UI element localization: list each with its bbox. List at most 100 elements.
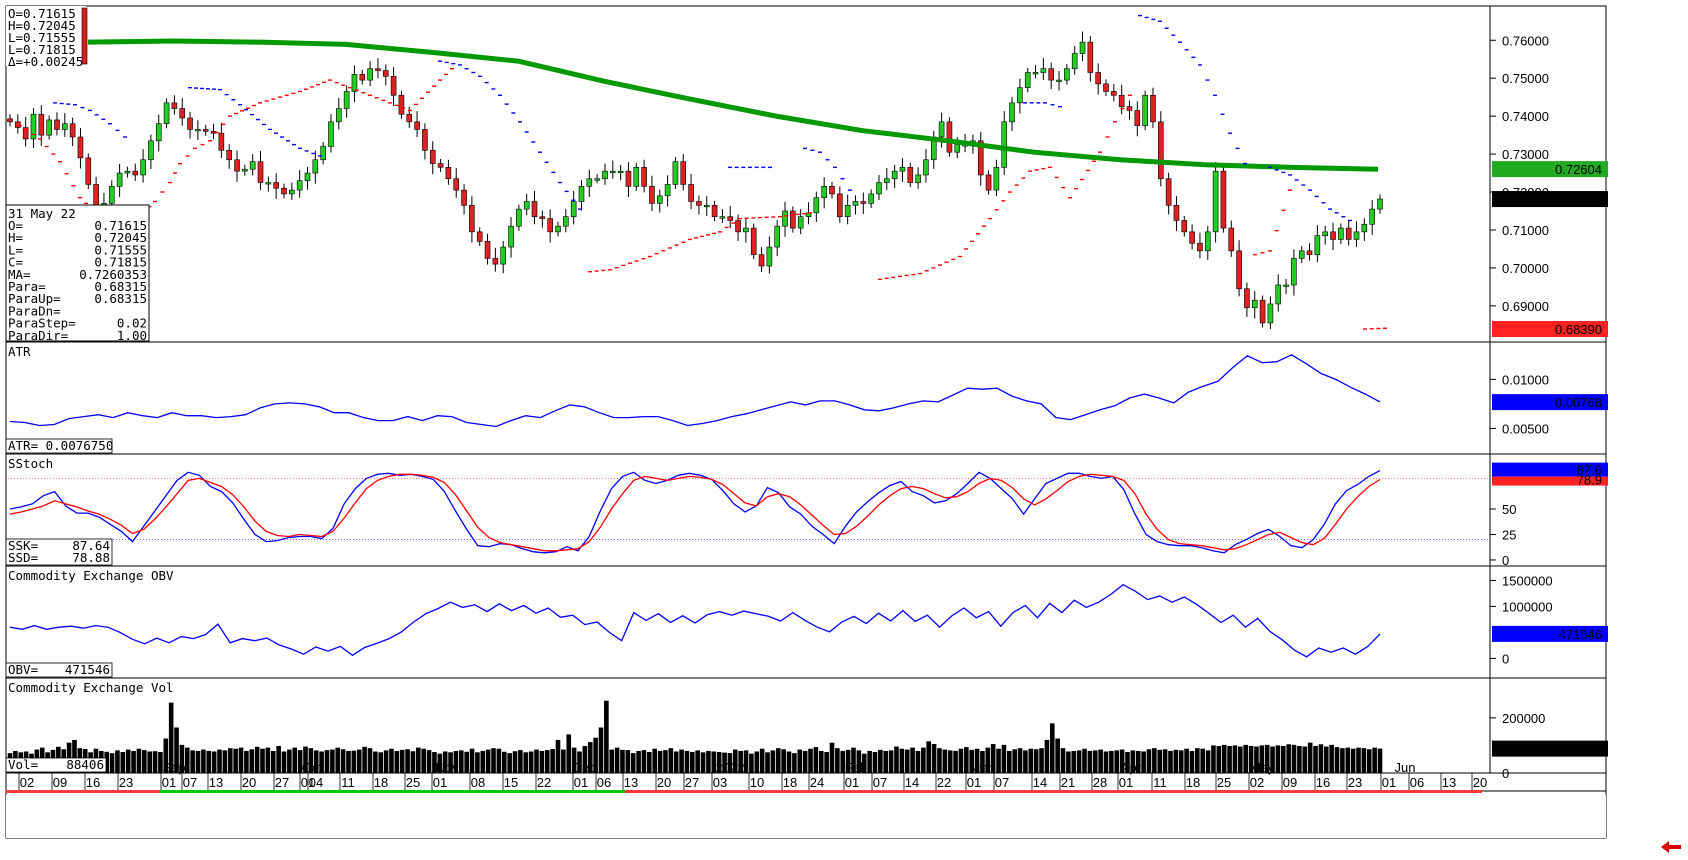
volume-bar	[270, 750, 276, 773]
candle-down	[1134, 110, 1141, 126]
volume-bar	[501, 751, 507, 773]
stoch-ytick-label: 0	[1502, 553, 1509, 568]
atr-last-label: 0.00768	[1555, 395, 1602, 410]
volume-bar	[432, 752, 437, 773]
date-axis-day-label: 13	[209, 775, 223, 790]
candle-down	[453, 178, 460, 191]
volume-bar	[722, 752, 727, 773]
sar-last-label-bg	[1492, 320, 1608, 337]
date-axis-month-label: Feb	[845, 760, 867, 775]
candle-up	[1291, 258, 1297, 286]
info-box	[5, 204, 150, 342]
volume-bar	[1114, 750, 1120, 773]
volume-bar	[894, 746, 899, 773]
candle-down	[1220, 170, 1227, 229]
date-axis-day-label: 27	[685, 775, 699, 790]
candle-down	[281, 187, 287, 195]
candle-down	[711, 205, 718, 217]
candle-up	[108, 186, 115, 204]
candle-down	[85, 157, 92, 185]
candle-up	[602, 170, 608, 180]
price-ytick-label: 0.75000	[1502, 71, 1549, 86]
candle-down	[1259, 299, 1266, 324]
volume-bar	[383, 750, 389, 773]
volume-bar	[426, 750, 432, 773]
scroll-bar-track[interactable]	[6, 790, 1482, 793]
candle-up	[289, 189, 295, 195]
volume-bar	[72, 739, 77, 773]
volume-bar	[491, 748, 496, 773]
volume-bar	[1125, 752, 1130, 773]
candle-down	[680, 161, 687, 185]
info-date: 31 May 22	[8, 206, 76, 221]
date-axis-day-label: 01	[1382, 775, 1396, 790]
volume-bar	[1146, 749, 1152, 773]
volume-bar	[813, 747, 819, 773]
volume-bar	[1302, 746, 1308, 773]
volume-bar	[985, 747, 991, 773]
volume-bar	[1275, 745, 1281, 773]
candle-down	[93, 184, 99, 206]
volume-bar	[571, 747, 577, 773]
candle-down	[38, 113, 45, 136]
volume-bar	[1259, 745, 1265, 773]
candle-up	[570, 201, 577, 217]
candle-up	[523, 201, 530, 210]
volume-bar	[324, 750, 330, 773]
info-value: 0.02	[117, 316, 147, 331]
volume-bar	[1012, 749, 1017, 773]
volume-bar	[1270, 746, 1275, 773]
volume-bar	[152, 751, 158, 773]
date-axis-day-label: 01	[433, 775, 447, 790]
volume-bar	[840, 750, 846, 773]
volume-bar	[561, 749, 566, 773]
stoch-readout-key: SSD=	[8, 550, 38, 565]
date-axis-day-label: 11	[1153, 775, 1167, 790]
date-axis-day-label: 24	[810, 775, 824, 790]
volume-bar	[921, 747, 926, 773]
candle-down	[54, 119, 60, 130]
candle-down	[273, 182, 279, 189]
close-last-label-bg	[1492, 191, 1608, 208]
volume-bar	[303, 746, 308, 773]
volume-bar	[937, 748, 942, 773]
info-key: O=	[8, 218, 23, 233]
candle-down	[1306, 250, 1313, 255]
date-axis-day-label: 07	[873, 775, 887, 790]
volume-bar	[249, 749, 255, 773]
vol-readout-value: 88406	[66, 757, 104, 772]
candle-down	[1150, 94, 1156, 123]
scroll-bar-thumb[interactable]	[160, 790, 625, 793]
volume-bar	[125, 749, 131, 773]
ohlc-readout-line: L=0.71815	[8, 42, 76, 57]
date-axis-day-label: 18	[374, 775, 388, 790]
volume-bar	[297, 750, 303, 773]
volume-bar	[931, 744, 937, 773]
volume-bar	[765, 752, 770, 773]
candle-up	[367, 68, 373, 81]
candle-up	[876, 182, 882, 195]
volume-bar	[818, 750, 824, 773]
candle-down	[977, 140, 984, 176]
volume-bar	[872, 752, 878, 773]
volume-bar	[163, 738, 169, 773]
candle-down	[1158, 121, 1164, 180]
volume-bar	[265, 747, 271, 773]
stoch-readout-value: 87.64	[72, 538, 110, 553]
candle-up	[1251, 299, 1258, 309]
date-axis-day-label: 15	[504, 775, 518, 790]
atr-readout: ATR= 0.0076750	[8, 438, 113, 453]
volume-bar	[1141, 751, 1146, 773]
info-key: MA=	[8, 267, 31, 282]
volume-bar	[1323, 746, 1329, 773]
volume-bar	[684, 750, 690, 773]
info-key: C=	[8, 255, 23, 270]
candle-down	[625, 170, 632, 187]
date-axis-day-label: 28	[1093, 775, 1107, 790]
date-axis-day-label: 13	[624, 775, 638, 790]
volume-bar	[668, 748, 674, 773]
ohlc-readout-bg	[6, 6, 86, 66]
candle-down	[1228, 227, 1235, 252]
volume-bar	[1227, 745, 1232, 773]
scroll-right-arrow-icon[interactable]	[1660, 840, 1682, 854]
